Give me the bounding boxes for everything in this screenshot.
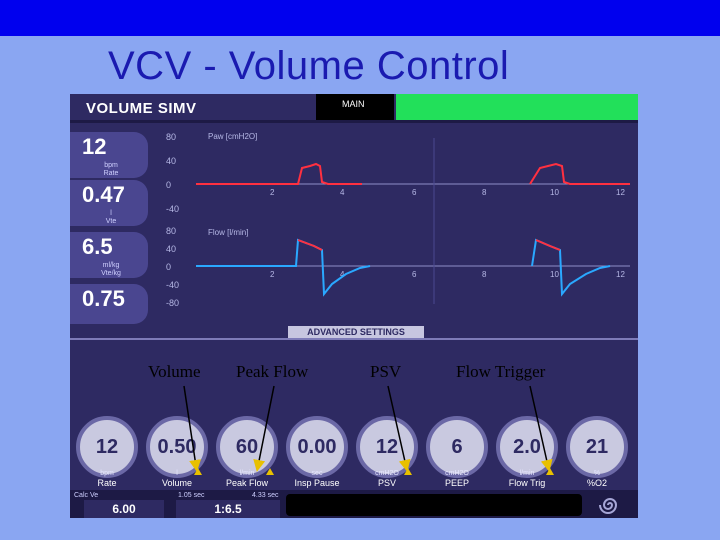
- flow-x-tick: 12: [616, 270, 625, 279]
- paw-x-tick: 6: [412, 188, 417, 197]
- knob-o2[interactable]: [566, 416, 628, 478]
- knob-label: Rate: [97, 478, 117, 488]
- flow-inspiratory-red-2: [535, 239, 561, 251]
- message-box: [286, 494, 582, 516]
- peak-flow-marker-icon: [266, 468, 274, 475]
- paw-waveform-2: [529, 162, 630, 185]
- readout-unit: ml/kg: [102, 262, 120, 269]
- knob-unit: %: [593, 470, 601, 477]
- flow-plot-label: Flow [l/min]: [208, 228, 249, 237]
- knob-value: 0.50: [157, 436, 197, 458]
- flow-x-tick: 10: [550, 270, 559, 279]
- flow-y-tick: -80: [166, 298, 180, 308]
- knob-value: 2.0: [513, 436, 541, 458]
- knob-label: Flow Trig: [508, 478, 546, 488]
- flow-y-tick: 0: [166, 262, 172, 272]
- annotation-flow-trigger: Flow Trigger: [456, 362, 546, 381]
- knob-value: 12: [95, 436, 119, 458]
- knob-label: %O2: [586, 478, 607, 488]
- readout-value: 0.75: [82, 286, 125, 311]
- knob-rate[interactable]: [76, 416, 138, 478]
- knob-label: Peak Flow: [225, 478, 269, 488]
- flow-y-tick: -40: [166, 280, 180, 290]
- readout-vte-kg: 6.5 ml/kg Vte/kg: [70, 232, 148, 278]
- calc-label: 4.33 sec: [252, 492, 279, 499]
- knob-value: 60: [235, 436, 259, 458]
- mode-title: VOLUME SIMV: [86, 100, 197, 117]
- calc-ve-value: 6.00: [84, 500, 164, 518]
- annotation-volume: Volume: [148, 362, 201, 381]
- advanced-settings-tab[interactable]: ADVANCED SETTINGS: [288, 326, 424, 338]
- paw-y-tick: 40: [166, 156, 177, 166]
- paw-x-tick: 8: [482, 188, 487, 197]
- main-tab-label: MAIN: [342, 99, 365, 109]
- knob-unit: l: [176, 470, 178, 477]
- arrow-flow-trigger: [529, 385, 553, 472]
- knob-value: 6: [451, 436, 463, 458]
- knob-label: Insp Pause: [294, 478, 340, 488]
- arrow-volume: [183, 385, 202, 472]
- paw-waveform-1: [196, 162, 362, 185]
- readout-ie: 0.75: [70, 284, 148, 324]
- knob-peep[interactable]: [426, 416, 488, 478]
- header-divider: [70, 120, 638, 123]
- paw-y-tick: -40: [166, 204, 180, 214]
- paw-x-tick: 10: [550, 188, 559, 197]
- calc-label: 1.05 sec: [178, 492, 205, 499]
- knob-unit: sec: [311, 470, 323, 477]
- arrow-psv: [387, 385, 411, 472]
- readout-label: Vte: [105, 218, 117, 225]
- readout-vte: 0.47 l Vte: [70, 180, 148, 226]
- calc-ie-value: 1:6.5: [176, 500, 280, 518]
- readout-label: Vte/kg: [101, 270, 121, 277]
- knob-label: PSV: [377, 478, 396, 488]
- flow-x-tick: 8: [482, 270, 487, 279]
- flow-inspiratory-red-1: [297, 239, 323, 251]
- arrow-peak-flow: [253, 385, 275, 472]
- calc-label: Calc Ve: [74, 492, 99, 499]
- knob-label: PEEP: [444, 478, 469, 488]
- status-bar: [396, 94, 638, 120]
- paw-y-tick: 0: [166, 180, 172, 190]
- knob-value: 0.00: [297, 436, 337, 458]
- readout-value: 6.5: [82, 234, 113, 259]
- readout-unit: bpm: [104, 162, 118, 169]
- paw-x-tick: 4: [340, 188, 345, 197]
- paw-y-tick: 80: [166, 132, 177, 142]
- paw-x-tick: 12: [616, 188, 625, 197]
- knob-unit: cmH2O: [375, 470, 399, 477]
- annotation-psv: PSV: [370, 362, 402, 381]
- flow-x-tick: 2: [270, 270, 275, 279]
- paw-x-tick: 2: [270, 188, 275, 197]
- knob-value: 12: [375, 436, 399, 458]
- knob-unit: l/min: [519, 470, 535, 477]
- flow-x-tick: 4: [340, 270, 345, 279]
- knob-peak-flow[interactable]: [216, 416, 278, 478]
- flow-y-tick: 40: [166, 244, 177, 254]
- readout-label: Rate: [103, 170, 119, 177]
- slide-title: VCV - Volume Control: [108, 44, 510, 88]
- flow-y-tick: 80: [166, 226, 177, 236]
- flow-waveform-1: [196, 238, 371, 297]
- knob-unit: cmH2O: [445, 470, 469, 477]
- readout-rate: 12 bpm Rate: [70, 132, 148, 178]
- readout-value: 12: [82, 134, 107, 159]
- knob-value: 21: [585, 436, 609, 458]
- knob-unit: l/min: [239, 470, 255, 477]
- knob-insp-pause[interactable]: [286, 416, 348, 478]
- advanced-divider: [70, 338, 638, 340]
- readout-value: 0.47: [82, 182, 125, 207]
- knob-label: Volume: [161, 478, 193, 488]
- slide-top-bar: [0, 0, 720, 36]
- annotation-peak-flow: Peak Flow: [236, 362, 309, 381]
- paw-plot-label: Paw [cmH2O]: [208, 132, 258, 141]
- waveform-plots: [196, 138, 630, 304]
- main-tab[interactable]: MAIN: [316, 94, 394, 120]
- readout-unit: l: [110, 210, 112, 217]
- knob-unit: bpm: [100, 470, 114, 477]
- spiral-logo-icon: [599, 498, 618, 514]
- flow-x-tick: 6: [412, 270, 417, 279]
